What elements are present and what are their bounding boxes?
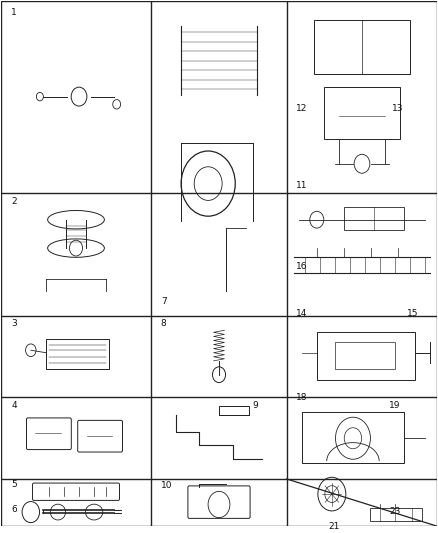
Bar bbox=[370, 508, 422, 521]
Text: 18: 18 bbox=[296, 393, 307, 401]
Text: 13: 13 bbox=[392, 104, 403, 114]
Text: 8: 8 bbox=[161, 319, 166, 328]
Bar bbox=[324, 87, 399, 139]
Text: 16: 16 bbox=[296, 262, 307, 271]
Bar bbox=[302, 412, 404, 463]
Text: 12: 12 bbox=[296, 104, 307, 114]
Text: 19: 19 bbox=[389, 401, 401, 410]
Text: 10: 10 bbox=[161, 481, 172, 490]
Bar bbox=[344, 207, 404, 230]
Text: 2: 2 bbox=[11, 197, 17, 206]
Bar bbox=[46, 339, 109, 369]
Text: 3: 3 bbox=[11, 319, 17, 328]
Bar bbox=[219, 406, 249, 415]
Text: 4: 4 bbox=[11, 401, 17, 410]
Text: 1: 1 bbox=[11, 9, 17, 18]
Text: 21: 21 bbox=[329, 522, 340, 531]
Text: 15: 15 bbox=[407, 309, 419, 318]
Bar bbox=[335, 342, 395, 369]
Bar bbox=[317, 333, 415, 379]
Text: 9: 9 bbox=[253, 401, 258, 410]
Bar bbox=[314, 20, 410, 74]
Text: 6: 6 bbox=[11, 505, 17, 514]
Text: 11: 11 bbox=[296, 181, 307, 190]
Text: 14: 14 bbox=[296, 309, 307, 318]
Text: 23: 23 bbox=[389, 507, 400, 516]
Text: 7: 7 bbox=[161, 297, 166, 306]
Text: 5: 5 bbox=[11, 480, 17, 489]
